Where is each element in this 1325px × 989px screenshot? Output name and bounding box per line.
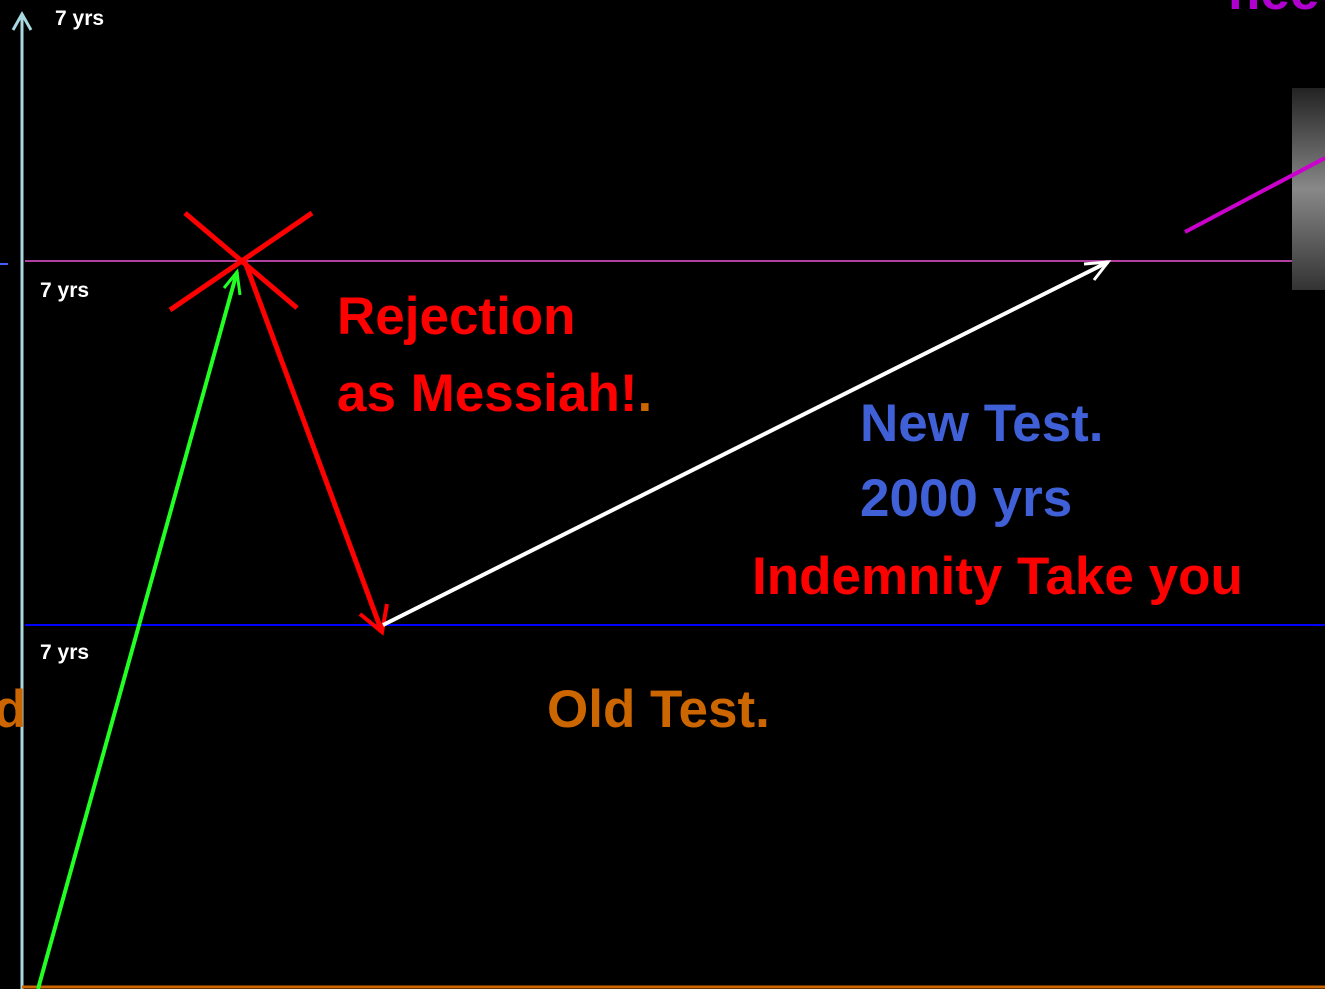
background (0, 0, 1325, 989)
indemnity-text: Indemnity Take you (752, 547, 1243, 606)
new-test-years: 2000 yrs (860, 469, 1072, 528)
period: . (637, 364, 652, 423)
left-fragment: d (0, 680, 26, 739)
level-label: 7 yrs (40, 279, 89, 302)
new-test-text: New Test. (860, 394, 1103, 453)
rejection-text: as Messiah! (337, 364, 637, 423)
axis-top-label: 7 yrs (55, 7, 104, 30)
slide: 7 yrs 7 yrs 7 yrs Rejection as Messiah!.… (0, 0, 1325, 989)
old-test-text: Old Test. (547, 680, 770, 739)
rejection-text: as Messiah!. (337, 364, 652, 423)
photo (1292, 88, 1325, 290)
top-right-fragment: nee (1228, 0, 1319, 21)
level-label: 7 yrs (40, 641, 89, 664)
rejection-text: Rejection (337, 287, 576, 346)
